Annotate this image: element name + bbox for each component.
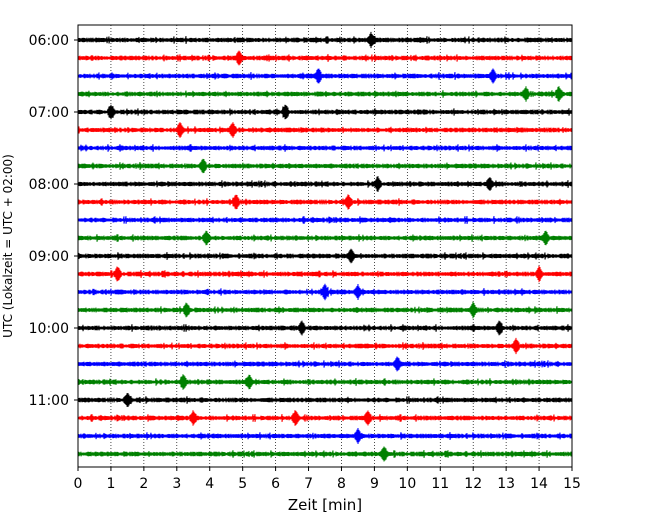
y-tick-label: 09:00 bbox=[29, 249, 69, 265]
trace-0915 bbox=[77, 265, 573, 283]
trace-0900 bbox=[77, 248, 573, 264]
plot-frame bbox=[77, 24, 573, 468]
x-tick-label: 12 bbox=[464, 476, 482, 492]
trace-0800 bbox=[77, 176, 573, 192]
y-tick-label: 08:00 bbox=[29, 177, 69, 193]
x-tick-label: 6 bbox=[271, 476, 280, 492]
x-tick-label: 11 bbox=[431, 476, 449, 492]
trace-1100 bbox=[77, 392, 573, 408]
x-tick-label: 7 bbox=[304, 476, 313, 492]
trace-0645 bbox=[77, 86, 573, 102]
trace-0845 bbox=[77, 230, 573, 246]
trace-1000 bbox=[77, 320, 573, 336]
y-axis-ticks: 06:00 07:00 08:00 09:00 10:00 11:00 bbox=[29, 33, 78, 409]
x-axis-ticks: 0 1 2 3 4 5 6 7 8 9 10 11 12 13 14 15 bbox=[74, 467, 581, 492]
trace-0930 bbox=[77, 283, 573, 301]
trace-0715 bbox=[77, 122, 573, 138]
trace-0600 bbox=[77, 31, 573, 49]
seismogram-traces bbox=[77, 31, 573, 462]
trace-1015 bbox=[77, 337, 573, 355]
trace-0945 bbox=[77, 301, 573, 319]
x-tick-label: 15 bbox=[563, 476, 581, 492]
trace-1130 bbox=[77, 427, 573, 445]
x-tick-label: 8 bbox=[337, 476, 346, 492]
y-tick-label: 10:00 bbox=[29, 321, 69, 337]
trace-0615 bbox=[77, 50, 573, 66]
y-axis-label: UTC (Lokalzeit = UTC + 02:00) bbox=[1, 154, 15, 338]
trace-1145 bbox=[77, 446, 573, 462]
x-tick-label: 2 bbox=[139, 476, 148, 492]
trace-1030 bbox=[77, 356, 573, 372]
trace-0730 bbox=[77, 144, 573, 152]
trace-1045 bbox=[77, 374, 573, 390]
trace-0815 bbox=[77, 194, 573, 210]
trace-0630 bbox=[77, 68, 573, 84]
x-tick-label: 3 bbox=[172, 476, 181, 492]
trace-0700 bbox=[77, 104, 573, 120]
trace-0830 bbox=[77, 216, 573, 224]
x-tick-label: 5 bbox=[238, 476, 247, 492]
y-tick-label: 06:00 bbox=[29, 33, 69, 49]
x-tick-label: 14 bbox=[530, 476, 548, 492]
x-tick-label: 4 bbox=[205, 476, 214, 492]
x-tick-label: 0 bbox=[74, 476, 83, 492]
x-tick-label: 1 bbox=[106, 476, 115, 492]
y-tick-label: 11:00 bbox=[29, 393, 69, 409]
x-axis-label: Zeit [min] bbox=[288, 496, 362, 514]
x-tick-label: 13 bbox=[497, 476, 515, 492]
x-tick-label: 9 bbox=[370, 476, 379, 492]
x-tick-label: 10 bbox=[398, 476, 416, 492]
trace-0745 bbox=[77, 158, 573, 174]
y-tick-label: 07:00 bbox=[29, 105, 69, 121]
trace-1115 bbox=[77, 410, 573, 426]
